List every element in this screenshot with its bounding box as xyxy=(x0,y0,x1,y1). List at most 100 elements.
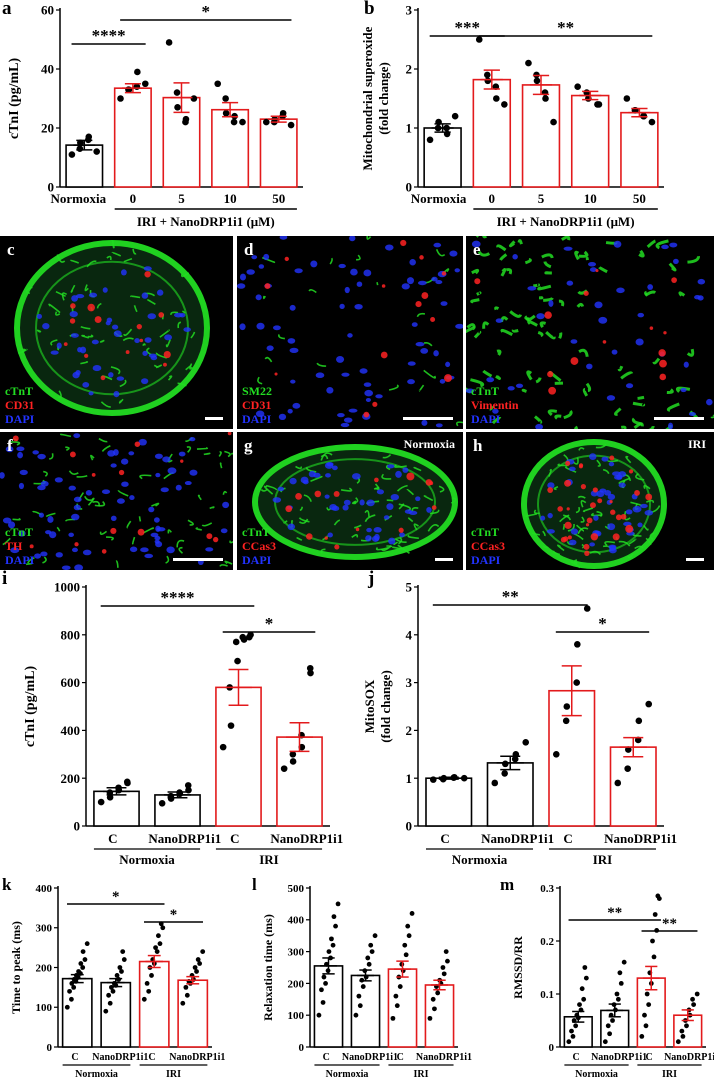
data-point xyxy=(684,1023,689,1029)
dapi-nucleus xyxy=(68,485,76,491)
ctnt-fibre xyxy=(625,455,632,464)
dapi-nucleus xyxy=(37,453,46,460)
tissue-layer xyxy=(252,444,458,560)
dapi-nucleus xyxy=(129,546,138,553)
data-point xyxy=(134,68,141,76)
ctnt-fibre xyxy=(578,348,589,357)
ctnt-fibre xyxy=(531,532,541,536)
ctnt-fibre xyxy=(517,239,523,245)
data-point xyxy=(306,664,314,672)
ctnt-fibre xyxy=(364,510,370,517)
ctnt-fibre xyxy=(320,452,333,461)
dapi-nucleus xyxy=(471,240,481,248)
ctnt-fibre xyxy=(534,415,543,424)
ctnt-fibre xyxy=(195,527,202,531)
ctnt-fibre xyxy=(643,525,649,531)
data-point xyxy=(409,911,415,916)
y-tick-label: 2 xyxy=(406,62,413,77)
dapi-nucleus xyxy=(189,436,196,442)
y-tick-label: 1 xyxy=(406,771,413,786)
dapi-nucleus xyxy=(143,266,152,271)
x-tick-label: 5 xyxy=(178,191,185,206)
ctnt-fibre xyxy=(329,257,333,265)
dapi-nucleus xyxy=(138,438,147,446)
ctnt-fibre xyxy=(398,537,403,545)
y-tick-label: 200 xyxy=(288,978,305,990)
panel-letter: i xyxy=(2,568,7,589)
data-point xyxy=(157,941,163,947)
ctnt-fibre xyxy=(413,466,422,472)
y-tick-label: 60 xyxy=(41,3,54,18)
ctnt-fibre xyxy=(521,388,527,393)
ctnt-fibre xyxy=(535,377,542,384)
dapi-nucleus xyxy=(278,413,287,421)
ctnt-fibre xyxy=(186,446,192,453)
dapi-nucleus xyxy=(694,295,701,300)
y-tick-label: 100 xyxy=(36,1002,53,1014)
x-tick-label: C xyxy=(230,831,239,846)
red-stain-spot xyxy=(444,374,452,383)
ctnt-fibre xyxy=(190,331,196,339)
significance-stars: *** xyxy=(454,18,480,37)
dapi-nucleus xyxy=(440,301,448,306)
ctnt-fibre xyxy=(176,539,185,548)
ctnt-fibre xyxy=(142,343,146,347)
data-point xyxy=(106,992,112,998)
ctnt-fibre xyxy=(112,240,115,249)
ctnt-fibre xyxy=(80,325,91,330)
ctnt-fibre xyxy=(634,545,644,550)
group-label: Normoxia xyxy=(452,852,508,867)
data-point xyxy=(234,657,241,665)
dapi-nucleus xyxy=(128,451,135,456)
ctnt-fibre xyxy=(687,256,700,264)
dapi-nucleus xyxy=(88,292,98,298)
scale-bar xyxy=(435,558,453,561)
ctnt-fibre xyxy=(393,541,399,546)
x-tick-label: Normoxia xyxy=(50,191,106,206)
y-axis-label: cTnI (pg/mL) xyxy=(7,58,22,140)
data-point xyxy=(329,936,334,942)
ctnt-fibre xyxy=(496,349,502,356)
data-point xyxy=(232,638,240,646)
dapi-nucleus xyxy=(79,346,87,354)
dapi-nucleus xyxy=(431,276,438,282)
dapi-nucleus xyxy=(266,345,274,352)
ctnt-fibre xyxy=(423,495,434,502)
ctnt-fibre xyxy=(466,323,476,329)
ctnt-fibre xyxy=(539,321,547,329)
ctnt-fibre xyxy=(224,560,233,565)
dapi-nucleus xyxy=(455,323,463,329)
dapi-nucleus xyxy=(73,504,81,511)
data-point xyxy=(460,774,468,782)
ctnt-fibre xyxy=(416,312,426,318)
significance-stars: * xyxy=(265,614,274,633)
dapi-nucleus xyxy=(205,547,214,552)
ctnt-fibre xyxy=(142,527,155,534)
ctnt-fibre xyxy=(495,374,501,381)
stain-label: DAPI xyxy=(5,412,35,426)
dapi-nucleus xyxy=(148,506,155,513)
tissue-layer xyxy=(521,439,667,569)
bar xyxy=(215,686,262,827)
data-point xyxy=(562,717,570,725)
data-point xyxy=(200,949,206,954)
ctnt-fibre xyxy=(170,311,179,315)
ctnt-fibre xyxy=(178,546,184,554)
data-point xyxy=(635,717,643,725)
y-tick-label: 300 xyxy=(288,946,305,958)
ctnt-fibre xyxy=(573,559,578,565)
ctnt-fibre xyxy=(471,268,480,275)
data-point xyxy=(365,955,371,961)
red-stain-spot xyxy=(565,460,571,466)
ctnt-fibre xyxy=(230,451,233,456)
red-stain-spot xyxy=(295,493,302,500)
significance-stars: **** xyxy=(161,588,195,607)
ctnt-fibre xyxy=(537,331,544,337)
dapi-nucleus xyxy=(34,553,42,559)
x-tick-label: NanoDRP1i1 xyxy=(416,1052,472,1063)
ctnt-fibre xyxy=(118,398,124,404)
ctnt-fibre xyxy=(562,523,566,530)
